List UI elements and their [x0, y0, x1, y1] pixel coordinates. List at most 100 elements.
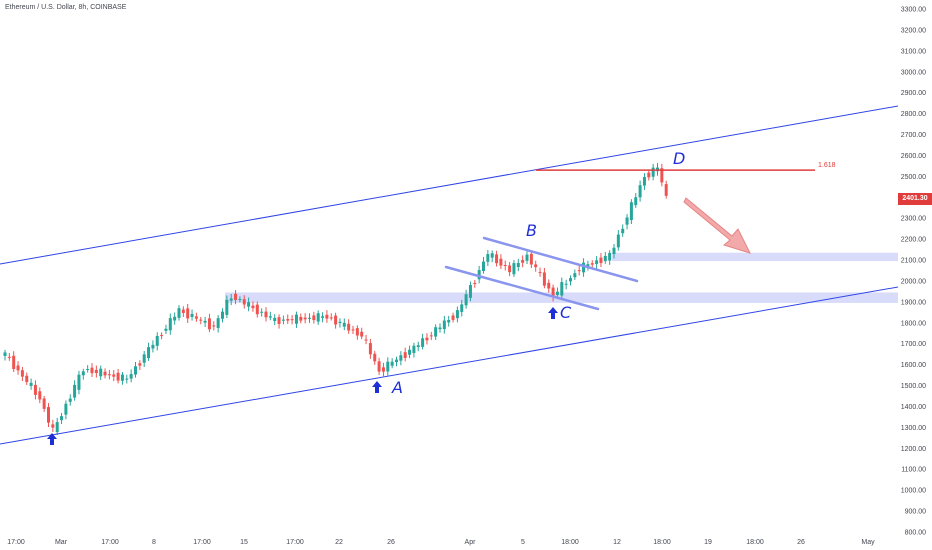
x-tick-label: 17:00: [286, 539, 304, 546]
candle-body: [503, 264, 507, 266]
candle-body: [90, 367, 94, 374]
candle-body: [42, 398, 46, 409]
candle: [342, 318, 346, 331]
candle: [425, 333, 429, 345]
candle-body: [351, 329, 355, 331]
candle-body: [225, 299, 229, 315]
x-tick-label: Apr: [465, 539, 477, 546]
candle-body: [421, 338, 425, 347]
candle-body: [512, 263, 516, 275]
candle: [312, 311, 316, 324]
candle: [160, 332, 164, 340]
candle: [660, 163, 664, 187]
candle: [599, 253, 603, 268]
y-tick-label: 2000.00: [901, 278, 926, 285]
candle-body: [451, 315, 455, 320]
candle-body: [229, 298, 233, 301]
candle-body: [212, 325, 216, 327]
candle: [595, 256, 599, 269]
candle: [642, 173, 646, 191]
candle: [29, 378, 33, 390]
candle-body: [438, 327, 442, 330]
candle-body: [338, 321, 342, 324]
candle-body: [577, 270, 581, 272]
candle: [534, 260, 538, 272]
candle: [38, 387, 42, 404]
flag-lower-line[interactable]: [444, 265, 600, 311]
candle-body: [273, 317, 277, 322]
candle-body: [173, 316, 177, 321]
candle: [634, 193, 638, 208]
x-tick-label: 17:00: [193, 539, 211, 546]
candle-body: [442, 320, 446, 330]
candle: [281, 315, 285, 325]
candle: [99, 365, 103, 381]
candle: [638, 180, 642, 202]
candle: [33, 380, 37, 400]
arrow-up-icon: [47, 433, 57, 445]
candle-body: [412, 345, 416, 353]
candle-body: [303, 317, 307, 320]
y-tick-label: 1500.00: [901, 383, 926, 390]
candle-body: [425, 337, 429, 341]
candle-body: [460, 304, 464, 312]
candle: [273, 314, 277, 326]
candle: [564, 279, 568, 290]
candle-body: [312, 315, 316, 321]
candle-body: [364, 339, 368, 341]
y-tick-label: 3000.00: [901, 69, 926, 76]
candle: [103, 368, 107, 379]
candle-body: [129, 374, 133, 379]
candle: [490, 250, 494, 263]
candle: [625, 214, 629, 230]
candle: [264, 307, 268, 322]
flag-upper-line[interactable]: [482, 236, 639, 283]
candle-body: [495, 254, 499, 264]
candle: [138, 360, 142, 371]
candle-body: [264, 311, 268, 318]
candle-body: [534, 264, 538, 268]
candle-body: [416, 345, 420, 348]
support-zone-1[interactable]: [612, 252, 898, 262]
projection-arrow[interactable]: [683, 197, 751, 254]
candle-body: [647, 172, 651, 178]
candle-body: [342, 322, 346, 327]
candle-body: [251, 305, 255, 309]
candle: [416, 341, 420, 352]
y-tick-label: 1800.00: [901, 320, 926, 327]
candle-body: [347, 323, 351, 331]
candle-body: [60, 416, 64, 421]
candle: [608, 250, 612, 265]
candle-body: [160, 335, 164, 337]
candle: [294, 311, 298, 328]
candle-body: [216, 318, 220, 328]
candle: [512, 260, 516, 277]
y-tick-label: 2700.00: [901, 132, 926, 139]
y-tick-label: 2900.00: [901, 90, 926, 97]
candle: [77, 370, 81, 395]
channel-upper-line[interactable]: [0, 105, 899, 265]
candle: [381, 362, 385, 377]
candle-body: [660, 168, 664, 183]
x-tick-label: 12: [613, 539, 621, 546]
candle: [390, 358, 394, 369]
candle: [499, 254, 503, 270]
candle-body: [234, 293, 238, 300]
candle-body: [395, 359, 398, 363]
candle: [251, 301, 255, 312]
candle: [299, 313, 303, 324]
y-tick-label: 3100.00: [901, 48, 926, 55]
candle: [303, 313, 307, 324]
candle-body: [294, 314, 298, 324]
candle: [408, 345, 412, 359]
candle-body: [3, 352, 7, 356]
candle: [64, 400, 68, 420]
candle-body: [142, 354, 146, 363]
candle: [616, 230, 620, 251]
candle: [482, 257, 485, 274]
candle-body: [25, 375, 29, 383]
candle-body: [455, 310, 459, 319]
channel-lower-line[interactable]: [0, 286, 899, 445]
